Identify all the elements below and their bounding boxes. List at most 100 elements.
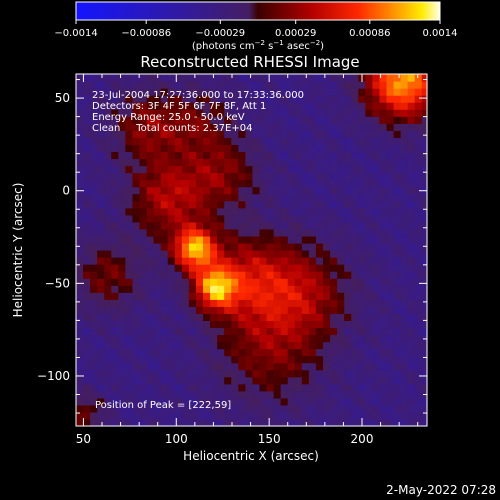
heatmap-cell [266, 257, 275, 265]
heatmap-cell [83, 278, 91, 286]
heatmap-cell [294, 348, 303, 357]
heatmap-cell [224, 193, 232, 202]
heatmap-cell [111, 418, 119, 427]
heatmap-cell [139, 341, 148, 350]
heatmap-cell [372, 116, 381, 124]
heatmap-cell [97, 327, 105, 336]
heatmap-cell [76, 348, 84, 357]
heatmap-cell [132, 341, 141, 350]
heatmap-cell [231, 88, 239, 96]
heatmap-cell [252, 130, 261, 138]
heatmap-cell [407, 151, 416, 160]
heatmap-cell [273, 299, 282, 307]
heatmap-cell [351, 130, 359, 138]
heatmap-cell [259, 95, 268, 103]
heatmap-cell [90, 186, 98, 195]
heatmap-cell [400, 397, 409, 406]
heatmap-cell [294, 193, 303, 202]
heatmap-cell [224, 123, 232, 131]
heatmap-cell [393, 292, 402, 300]
heatmap-cell [308, 355, 317, 364]
heatmap-cell [379, 242, 388, 251]
heatmap-cell [308, 242, 317, 251]
heatmap-cell [217, 144, 225, 153]
heatmap-cell [203, 221, 211, 230]
heatmap-cell [217, 116, 225, 124]
heatmap-cell [160, 306, 169, 314]
heatmap-cell [266, 362, 275, 371]
heatmap-cell [118, 179, 126, 188]
heatmap-cell [252, 320, 261, 329]
heatmap-cell [252, 186, 261, 195]
heatmap-cell [111, 214, 119, 223]
heatmap-cell [330, 341, 338, 350]
heatmap-cell [174, 235, 183, 244]
heatmap-cell [181, 116, 190, 124]
heatmap-cell [104, 235, 112, 244]
heatmap-cell [266, 299, 275, 307]
heatmap-cell [407, 109, 416, 117]
heatmap-cell [379, 376, 388, 385]
heatmap-cell [372, 165, 381, 174]
heatmap-cell [301, 151, 310, 160]
heatmap-cell [301, 158, 310, 167]
heatmap-cell [210, 228, 218, 237]
heatmap-cell [139, 397, 148, 406]
heatmap-cell [280, 116, 289, 124]
heatmap-cell [125, 376, 134, 385]
heatmap-cell [308, 418, 317, 427]
heatmap-cell [259, 418, 268, 427]
heatmap-cell [386, 158, 395, 167]
heatmap-cell [344, 271, 352, 279]
heatmap-cell [160, 376, 169, 385]
heatmap-cell [315, 179, 324, 188]
heatmap-cell [132, 292, 141, 300]
unit-text: s [265, 41, 273, 52]
unit-text: ) [320, 41, 324, 52]
heatmap-cell [266, 102, 275, 110]
heatmap-cell [238, 376, 246, 385]
heatmap-cell [217, 271, 225, 279]
heatmap-cell [231, 299, 239, 307]
heatmap-cell [97, 144, 105, 153]
heatmap-cell [195, 341, 204, 350]
heatmap-cell [90, 271, 98, 279]
heatmap-cell [97, 81, 105, 89]
heatmap-cell [266, 130, 275, 138]
heatmap-cell [238, 179, 246, 188]
heatmap-cell [203, 74, 211, 82]
heatmap-cell [308, 214, 317, 223]
heatmap-cell [421, 165, 428, 174]
heatmap-cell [217, 207, 225, 216]
heatmap-cell [315, 348, 324, 357]
heatmap-cell [90, 313, 98, 321]
heatmap-cell [358, 383, 366, 392]
heatmap-cell [266, 383, 275, 392]
heatmap-cell [365, 179, 373, 188]
heatmap-cell [421, 221, 428, 230]
heatmap-cell [104, 95, 112, 103]
y-tick-label: 0 [62, 184, 70, 198]
heatmap-cell [386, 116, 395, 124]
heatmap-cell [386, 179, 395, 188]
heatmap-cell [181, 390, 190, 399]
heatmap-cell [308, 186, 317, 195]
heatmap-cell [414, 144, 423, 153]
heatmap-cell [365, 418, 373, 427]
heatmap-cell [125, 88, 134, 96]
heatmap-cell [83, 355, 91, 364]
heatmap-cell [315, 264, 324, 272]
heatmap-cell [132, 257, 141, 265]
heatmap-cell [111, 355, 119, 364]
heatmap-cell [308, 179, 317, 188]
heatmap-cell [344, 228, 352, 237]
heatmap-cell [351, 341, 359, 350]
heatmap-cell [273, 257, 282, 265]
heatmap-cell [301, 292, 310, 300]
heatmap-cell [266, 95, 275, 103]
heatmap-cell [174, 193, 183, 202]
heatmap-cell [174, 313, 183, 321]
heatmap-cell [231, 306, 239, 314]
heatmap-cell [111, 250, 119, 258]
heatmap-cell [252, 362, 261, 371]
